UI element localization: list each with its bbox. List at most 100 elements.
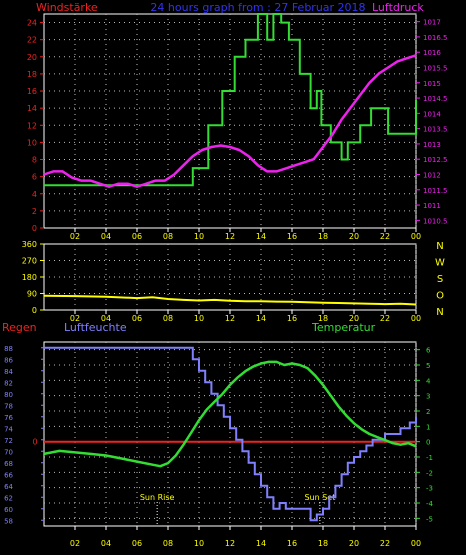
- panel1-xtick-label: 02: [70, 232, 80, 241]
- panel3-xtick-label: 12: [225, 539, 235, 548]
- panel3-xtick-label: 14: [256, 539, 266, 548]
- chart-layer: 02 04 06 08 10 12 14 16 18 20 22 000246810121416182…: [4, 13, 448, 548]
- panel3-left-tick-label: 60: [4, 506, 13, 514]
- panel2-direction-label: S: [437, 274, 443, 285]
- panel1-left-tick-label: 8: [32, 156, 37, 165]
- panel3-right-tick-label: -2: [426, 469, 433, 477]
- panel2-xtick-label: 18: [318, 314, 328, 323]
- panel3-right-tick-label: 5: [426, 362, 430, 370]
- panel1-xtick-label: 20: [349, 232, 359, 241]
- panel3-xtick-label: 16: [287, 539, 297, 548]
- panel3-right-tick-label: 2: [426, 408, 430, 416]
- panel1-left-tick-label: 24: [27, 19, 37, 28]
- panel1-xtick-label: 16: [287, 232, 297, 241]
- panel1-right-tick-label: 1013.5: [423, 126, 448, 134]
- panel1-right-tick-label: 1010.5: [423, 217, 448, 225]
- panel3-left-tick-label: 70: [4, 448, 13, 456]
- air-pressure-line: [43, 54, 417, 188]
- panel2-xtick-label: 04: [101, 314, 111, 323]
- panel2-xtick-label: 16: [287, 314, 297, 323]
- panel2-xtick-label: 02: [70, 314, 80, 323]
- panel3-right-tick-label: -1: [426, 454, 433, 462]
- panel3-left-tick-label: 80: [4, 391, 13, 399]
- panel3-rain-tick-label: 0: [32, 438, 37, 447]
- panel1-right-tick-label: 1011: [423, 202, 441, 210]
- panel3-rain-label: Regen: [2, 321, 37, 334]
- panel2-xtick-label: 22: [380, 314, 390, 323]
- panel3-left-tick-label: 74: [4, 425, 13, 433]
- panel1-xtick-label: 22: [380, 232, 390, 241]
- panel3-xtick-label: 06: [132, 539, 142, 548]
- panel1-right-tick-label: 1016: [423, 49, 441, 57]
- panel3-left-tick-label: 84: [4, 368, 13, 376]
- panel3-left-tick-label: 66: [4, 471, 13, 479]
- panel3-humidity-label: Luftfeuchte: [64, 321, 127, 334]
- panel2-left-tick-label: 0: [32, 306, 37, 315]
- panel1-left-tick-label: 16: [27, 87, 37, 96]
- panel3-xtick-label: 04: [101, 539, 111, 548]
- panel3-left-tick-label: 76: [4, 414, 13, 422]
- panel1-right-tick-label: 1011.5: [423, 187, 448, 195]
- panel2-direction-label: N: [436, 241, 443, 252]
- panel1-xtick-label: 18: [318, 232, 328, 241]
- panel2-left-tick-label: 270: [22, 257, 37, 266]
- temperature-line: [43, 360, 417, 468]
- panel1-left-tick-label: 20: [27, 53, 37, 62]
- panel1-left-tick-label: 6: [32, 173, 37, 182]
- panel2-xtick-label: 20: [349, 314, 359, 323]
- panel1-left-axis-label: Windstärke: [36, 1, 98, 14]
- panel1-left-tick-label: 2: [32, 207, 37, 216]
- panel3-frame: [43, 341, 417, 527]
- panel3-right-tick-label: 0: [426, 439, 430, 447]
- panel3-left-tick-label: 82: [4, 379, 13, 387]
- panel1-right-tick-label: 1014: [423, 110, 441, 118]
- panel2-left-tick-label: 90: [27, 290, 37, 299]
- panel1-right-tick-label: 1012: [423, 172, 441, 180]
- panel3-right-tick-label: 1: [426, 423, 430, 431]
- panel3-left-tick-label: 64: [4, 483, 13, 491]
- panel2-xtick-label: 00: [411, 314, 421, 323]
- panel1-left-tick-label: 14: [27, 104, 37, 113]
- panel2-direction-label: N: [436, 307, 443, 318]
- panel1-left-tick-label: 12: [27, 121, 37, 130]
- wind-speed-line: [44, 13, 417, 187]
- panel3-left-tick-label: 68: [4, 460, 13, 468]
- panel3-xtick-label: 22: [380, 539, 390, 548]
- panel1-left-tick-label: 22: [27, 36, 37, 45]
- panel3-left-tick-label: 88: [4, 345, 13, 353]
- panel1-left-tick-label: 0: [32, 224, 37, 233]
- panel1-xtick-label: 00: [411, 232, 421, 241]
- panel1-left-tick-label: 4: [32, 190, 37, 199]
- panel1-right-tick-label: 1012.5: [423, 156, 448, 164]
- panel1-right-tick-label: 1015: [423, 80, 441, 88]
- panel3-left-tick-label: 78: [4, 402, 13, 410]
- humidity-line: [44, 346, 417, 522]
- panel1-right-tick-label: 1013: [423, 141, 441, 149]
- panel2-xtick-label: 12: [225, 314, 235, 323]
- panel3-right-tick-label: -5: [426, 515, 433, 523]
- panel1-right-tick-label: 1014.5: [423, 95, 448, 103]
- panel3-left-tick-label: 62: [4, 494, 13, 502]
- panel1-right-axis-label: Luftdruck: [372, 1, 424, 14]
- panel2-direction-label: O: [436, 291, 444, 302]
- panel1-title: 24 hours graph from : 27 Februar 2018: [150, 1, 365, 14]
- panel3-left-tick-label: 72: [4, 437, 13, 445]
- wind-direction-line: [43, 294, 417, 306]
- panel2-xtick-label: 08: [163, 314, 173, 323]
- panel1-left-tick-label: 10: [27, 138, 37, 147]
- panel1-right-tick-label: 1015.5: [423, 65, 448, 73]
- panel1-right-tick-label: 1017: [423, 19, 441, 27]
- panel2-xtick-label: 06: [132, 314, 142, 323]
- panel3-left-tick-label: 86: [4, 356, 13, 364]
- panel3-left-tick-label: 58: [4, 517, 13, 525]
- panel3-right-tick-label: -4: [426, 500, 434, 508]
- panel1-xtick-label: 08: [163, 232, 173, 241]
- panel3-right-tick-label: 6: [426, 347, 431, 355]
- panel1-left-tick-label: 18: [27, 70, 37, 79]
- panel3-right-tick-label: 4: [426, 377, 431, 385]
- panel3-temperature-label: Temperatur: [311, 321, 376, 334]
- panel2-xtick-label: 14: [256, 314, 266, 323]
- panel3-right-tick-label: -3: [426, 485, 433, 493]
- panel3-right-tick-label: 3: [426, 393, 430, 401]
